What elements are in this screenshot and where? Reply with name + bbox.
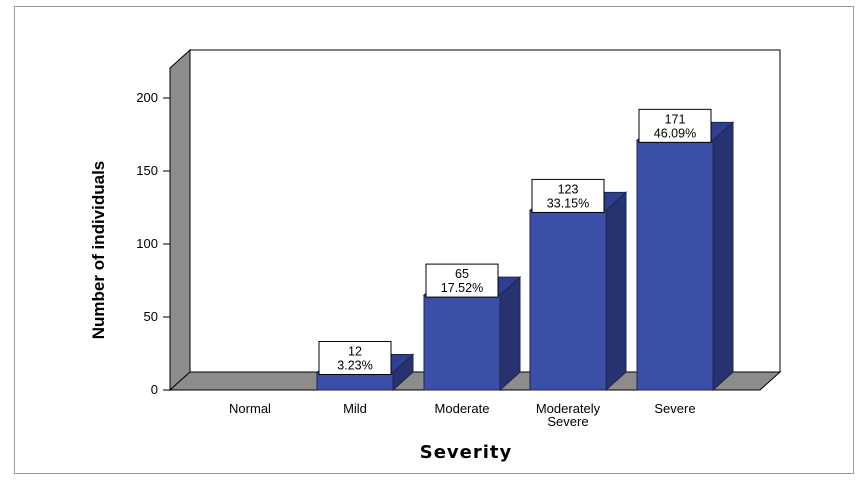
left-wall bbox=[169, 48, 191, 392]
y-tick-label: 150 bbox=[136, 163, 158, 178]
data-label-count-3: 123 bbox=[558, 182, 579, 196]
data-label-count-2: 65 bbox=[455, 267, 469, 281]
y-tick-label: 50 bbox=[144, 309, 158, 324]
x-category-line: Moderately bbox=[536, 401, 601, 416]
bar-3 bbox=[529, 209, 607, 391]
bar-side-3 bbox=[605, 191, 627, 392]
data-label-box-4 bbox=[638, 108, 712, 143]
bar-4 bbox=[636, 139, 714, 391]
x-category-line: Mild bbox=[343, 401, 367, 416]
bar-side-4 bbox=[712, 121, 734, 392]
y-tick-label: 0 bbox=[151, 382, 158, 397]
y-axis: 0 50 100 150 200 bbox=[136, 90, 170, 397]
x-category-label: Severe bbox=[654, 401, 695, 416]
data-label-count-4: 171 bbox=[665, 112, 686, 126]
y-tick-label: 100 bbox=[136, 236, 158, 251]
data-label-box-1 bbox=[318, 340, 392, 375]
x-category-label: Mild bbox=[343, 401, 367, 416]
x-category-line: Moderate bbox=[435, 401, 490, 416]
data-label-box-3 bbox=[531, 178, 605, 213]
y-axis-title: Number of individuals bbox=[89, 161, 108, 340]
data-label-box-2 bbox=[425, 263, 499, 298]
x-category-line: Normal bbox=[229, 401, 271, 416]
data-label-percent-1: 3.23% bbox=[337, 358, 372, 372]
x-axis-title: Severity bbox=[420, 442, 513, 463]
data-label-count-1: 12 bbox=[348, 344, 362, 358]
bar-side-2 bbox=[499, 275, 521, 392]
data-label-percent-3: 33.15% bbox=[547, 196, 589, 210]
x-category-label: Moderately Severe bbox=[536, 401, 601, 429]
data-label-percent-4: 46.09% bbox=[654, 126, 696, 140]
bar-2 bbox=[423, 294, 501, 391]
bar-1 bbox=[316, 371, 394, 391]
data-label-percent-2: 17.52% bbox=[441, 281, 483, 295]
y-tick-label: 200 bbox=[136, 90, 158, 105]
x-category-line: Severe bbox=[547, 414, 588, 429]
x-category-label: Moderate bbox=[435, 401, 490, 416]
x-category-line: Severe bbox=[654, 401, 695, 416]
x-category-label: Normal bbox=[229, 401, 271, 416]
